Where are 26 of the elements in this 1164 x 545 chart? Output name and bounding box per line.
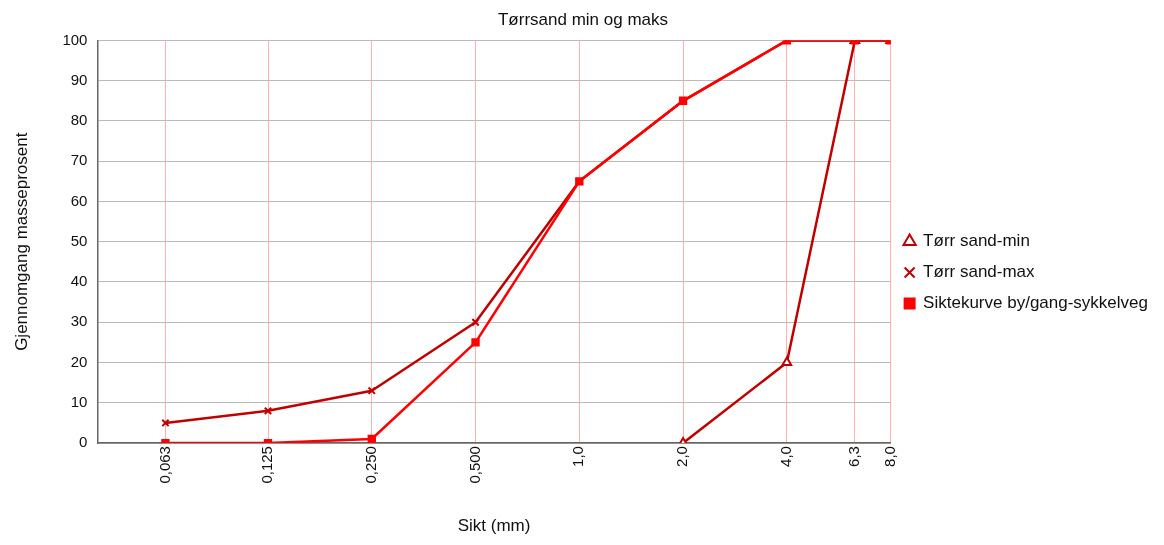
y-tick-label: 10: [70, 392, 88, 410]
legend-label: Siktekurve by/gang-sykkelveg: [923, 293, 1149, 313]
y-tick-label: 60: [70, 191, 88, 209]
y-tick-label: 100: [62, 30, 88, 48]
x-tick-label: 4,0: [776, 446, 794, 467]
chart-title: Tørrsand min og maks: [497, 9, 669, 29]
x-tick-label: 2,0: [673, 446, 691, 467]
legend-label: Tørr sand-max: [923, 262, 1036, 282]
x-tick-label: 1,0: [569, 446, 587, 467]
y-axis-title: Gjennomgang masseprosent: [11, 132, 31, 351]
y-tick-label: 50: [70, 231, 88, 249]
legend-label: Tørr sand-min: [923, 231, 1030, 251]
x-tick-label: 0,063: [155, 446, 173, 484]
y-tick-label: 80: [70, 111, 88, 129]
x-tick-label: 0,250: [361, 446, 379, 484]
x-tick-label: 0,125: [258, 446, 276, 484]
y-tick-label: 40: [70, 272, 88, 290]
x-tick-label: 6,3: [844, 446, 862, 467]
y-tick-label: 0: [79, 433, 88, 451]
x-tick-label: 0,500: [465, 446, 483, 484]
y-tick-label: 30: [70, 312, 88, 330]
y-tick-label: 20: [70, 352, 88, 370]
y-tick-label: 70: [70, 151, 88, 169]
y-tick-label: 90: [70, 70, 88, 88]
x-tick-label: 8,0: [880, 446, 898, 467]
x-axis-title: Sikt (mm): [457, 516, 531, 536]
